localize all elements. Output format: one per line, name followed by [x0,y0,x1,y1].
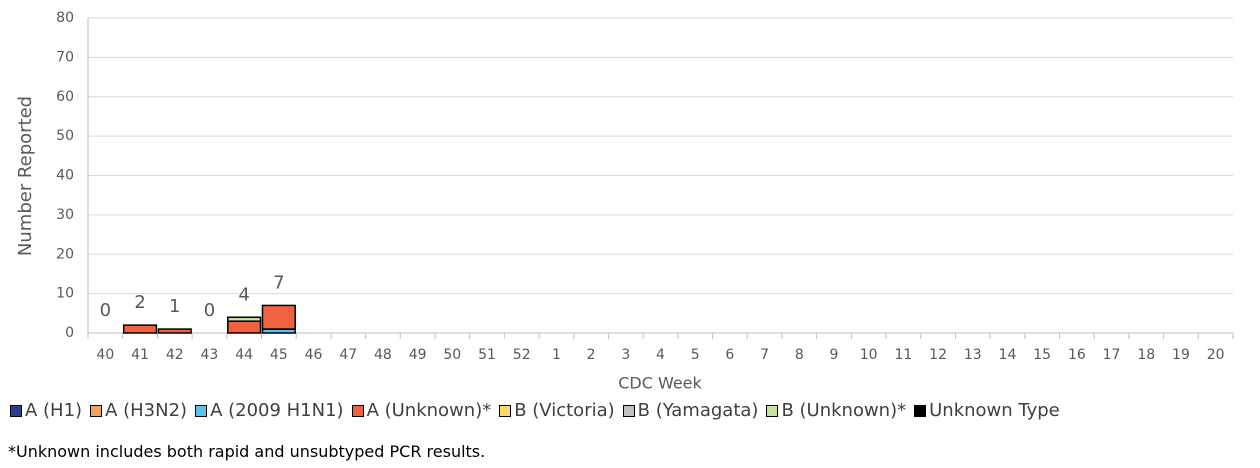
x-tick-label: 41 [131,347,149,363]
bar-segment [227,316,262,322]
total-label: 4 [238,284,249,305]
legend-label: Unknown Type [929,400,1060,421]
legend-swatch [914,404,927,417]
x-tick-label: 14 [999,347,1017,363]
x-tick-label: 51 [478,347,496,363]
x-tick-label: 48 [374,347,392,363]
y-tick-label: 80 [56,10,74,26]
x-tick-label: 2 [587,347,596,363]
x-tick-label: 3 [621,347,630,363]
y-tick-label: 30 [56,207,74,223]
x-tick-label: 42 [166,347,184,363]
x-tick-label: 10 [860,347,878,363]
bar-segment [261,304,296,330]
y-tick-label: 20 [56,246,74,262]
y-tick-label: 40 [56,168,74,184]
x-tick-label: 43 [201,347,219,363]
x-tick-label: 40 [96,347,114,363]
x-tick-label: 7 [760,347,769,363]
x-tick-label: 5 [691,347,700,363]
x-tick-label: 12 [929,347,947,363]
legend-label: A (2009 H1N1) [210,400,344,421]
x-tick-label: 46 [305,347,323,363]
legend-item: A (2009 H1N1) [195,400,344,421]
legend-swatch [622,404,635,417]
legend-item: A (H1) [10,400,82,421]
x-tick-label: 15 [1033,347,1051,363]
total-label: 2 [134,292,145,313]
bar-segment [122,324,158,334]
x-tick-label: 44 [235,347,253,363]
legend-item: B (Victoria) [499,400,615,421]
legend-item: B (Unknown)* [766,400,906,421]
x-tick-label: 49 [409,347,427,363]
legend-item: Unknown Type [914,400,1060,421]
x-axis-label: CDC Week [618,374,702,393]
legend-label: B (Victoria) [514,400,615,421]
x-tick-label: 6 [725,347,734,363]
total-label: 0 [204,300,215,321]
y-tick-label: 70 [56,49,74,65]
legend-label: B (Yamagata) [637,400,759,421]
total-label: 7 [273,272,284,293]
legend-label: A (H1) [25,400,83,421]
legend-swatch [10,404,22,417]
legend-swatch [90,404,103,417]
x-tick-label: 4 [656,347,665,363]
x-tick-label: 16 [1068,347,1086,363]
x-tick-label: 9 [830,347,839,363]
x-tick-label: 45 [270,347,288,363]
legend-label: B (Unknown)* [781,400,907,421]
y-tick-label: 0 [65,325,74,341]
legend-item: A (H3N2) [90,400,187,421]
x-tick-label: 20 [1207,347,1225,363]
legend-label: A (Unknown)* [366,400,492,421]
y-tick-label: 10 [56,286,74,302]
x-tick-label: 8 [795,347,804,363]
bar-segment [227,320,262,334]
x-tick-label: 11 [894,347,912,363]
total-label: 0 [100,300,111,321]
legend: A (H1) A (H3N2) A (2009 H1N1) A (Unknown)* B… [10,400,1060,421]
legend-item: B (Yamagata) [622,400,759,421]
y-axis-label: Number Reported [15,96,36,256]
bar-segment [157,328,192,334]
chart: Number Reported CDC Week 010203040506070… [15,10,1234,393]
x-tick-label: 18 [1137,347,1155,363]
x-tick-label: 1 [552,347,561,363]
x-tick-label: 13 [964,347,982,363]
x-tick-label: 47 [339,347,357,363]
legend-item: A (Unknown)* [351,400,492,421]
footnote: *Unknown includes both rapid and unsubty… [8,442,486,461]
y-tick-label: 50 [56,128,74,144]
legend-swatch [499,404,512,417]
x-tick-label: 50 [443,347,461,363]
y-tick-label: 60 [56,89,74,105]
x-tick-label: 17 [1103,347,1121,363]
legend-swatch [351,404,364,417]
total-label: 1 [169,296,180,317]
x-tick-label: 52 [513,347,531,363]
legend-swatch [195,404,208,417]
x-tick-label: 19 [1172,347,1190,363]
legend-label: A (H3N2) [105,400,188,421]
legend-swatch [766,404,779,417]
